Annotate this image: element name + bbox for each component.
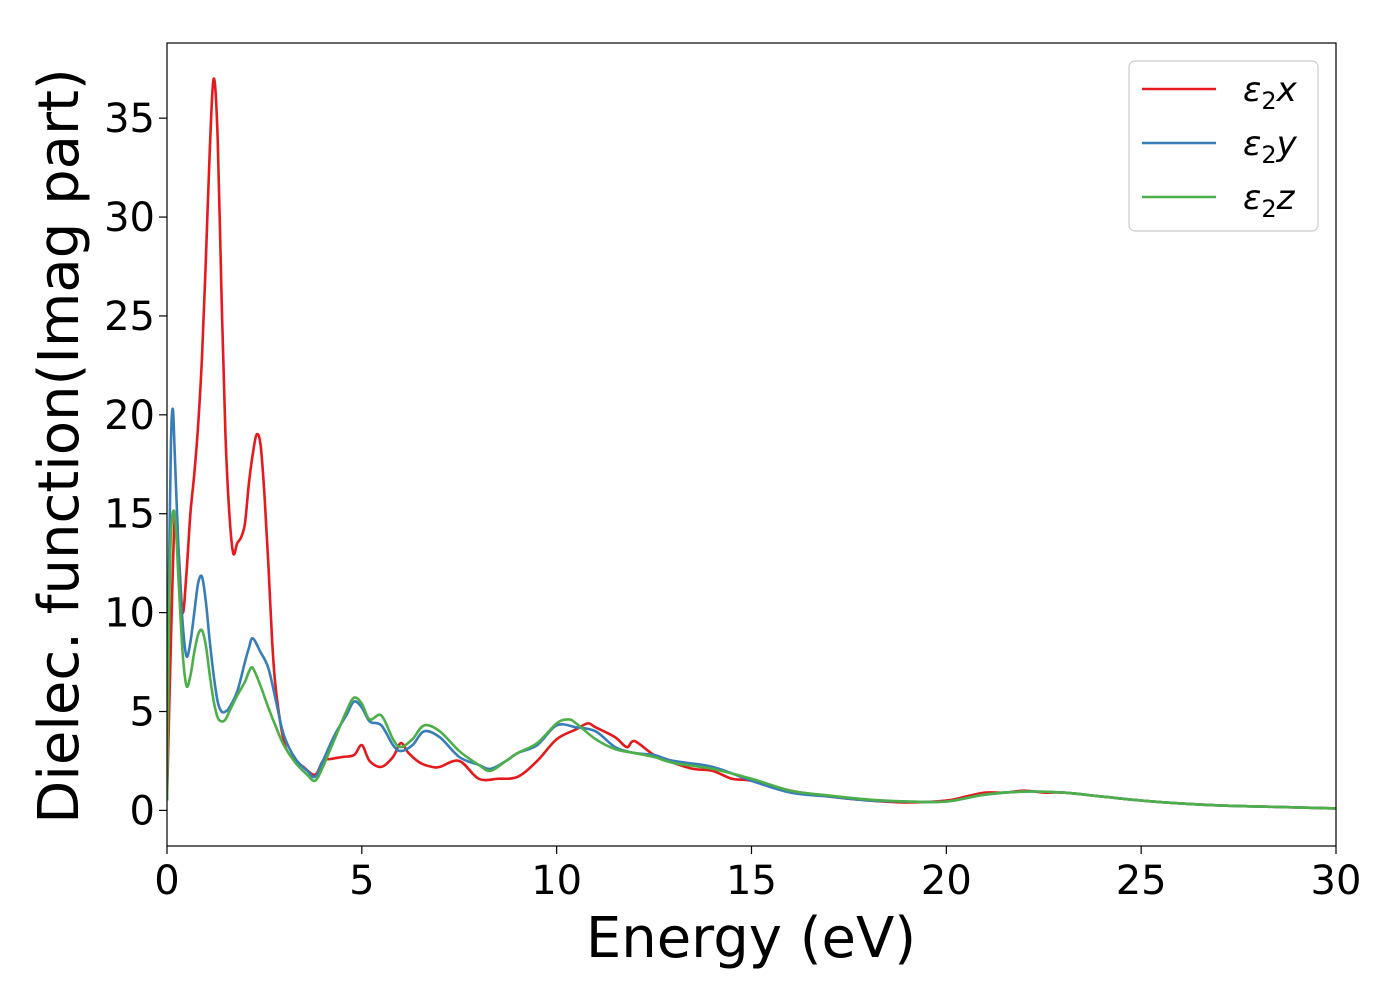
x-tick-label: 0	[154, 858, 179, 904]
legend-label-y: ε2y	[1243, 124, 1298, 169]
y-tick-label: 20	[104, 393, 155, 439]
x-tick-label: 10	[531, 858, 582, 904]
legend-label-x: ε2x	[1243, 70, 1298, 115]
legend: ε2x ε2y ε2z	[1128, 60, 1319, 232]
x-tick-label: 30	[1311, 858, 1362, 904]
axes-layer: 0 5 10 15 20 25 30 0 5 10 15 20 25 30 35	[104, 42, 1362, 904]
legend-label-z: ε2z	[1243, 178, 1296, 223]
y-tick-label: 30	[104, 195, 155, 241]
legend-box	[1128, 60, 1319, 232]
y-tick-label: 25	[104, 294, 155, 340]
x-tick-label: 5	[349, 858, 374, 904]
y-tick-label: 15	[104, 492, 155, 538]
y-axis-title: Dielec. function(Imag part)	[27, 68, 92, 824]
series-line-z	[167, 509, 1336, 810]
y-tick-label: 10	[104, 591, 155, 637]
x-tick-label: 25	[1116, 858, 1167, 904]
x-axis-title: Energy (eV)	[586, 906, 916, 971]
x-tick-label: 20	[921, 858, 972, 904]
x-tick-label: 15	[726, 858, 777, 904]
y-tick-label: 35	[104, 96, 155, 142]
y-tick-label: 0	[130, 788, 155, 834]
y-tick-label: 5	[130, 690, 155, 736]
series-layer	[167, 77, 1336, 810]
